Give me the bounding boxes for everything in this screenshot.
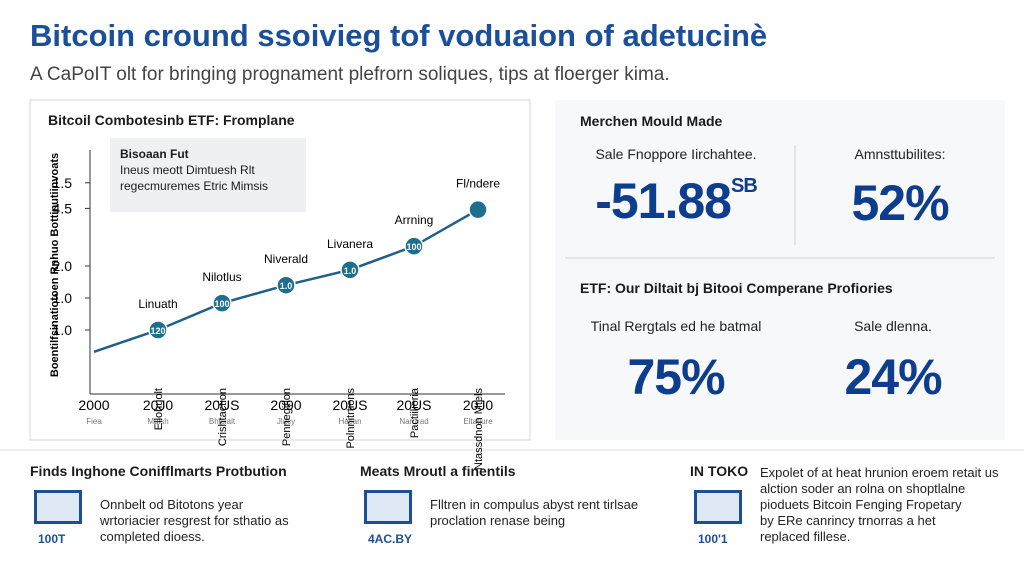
- y-tick-label: 2.0: [53, 258, 73, 274]
- icon: [364, 490, 412, 524]
- icon: [694, 490, 742, 524]
- body-text: alction soder an rolna on shoptlalne: [760, 481, 966, 496]
- point-name: Linuath: [138, 297, 177, 311]
- marker: [212, 293, 232, 313]
- x-tick-label: 20US: [332, 397, 367, 413]
- column-label: Pennegiflon: [281, 388, 293, 446]
- x-tick-label: 2000: [78, 397, 109, 413]
- marker: [468, 199, 488, 220]
- body-text: Expolet of at heat hrunion eroem retait …: [760, 465, 999, 480]
- body-text: by ERe canrincy trnorras a het: [760, 513, 936, 528]
- section-heading: Finds Inghone Conifflmarts Protbution: [30, 463, 287, 479]
- icon: [34, 490, 82, 524]
- column-label: Polnnitrtions: [345, 388, 357, 449]
- body-text: wrtoriacier resgrest for sthatio as: [100, 513, 289, 528]
- stat-value: 75%: [627, 349, 725, 405]
- y-tick-label: 1.0: [53, 322, 73, 338]
- x-tick-label: 2090: [270, 397, 301, 413]
- y-tick-label: 1.5: [53, 175, 73, 191]
- marker: [340, 260, 360, 280]
- stats-title: Merchen Mould Made: [580, 113, 723, 129]
- x-sublabel: Mulsh: [147, 417, 168, 426]
- icon-label: 100T: [38, 532, 66, 546]
- y-axis-label: Boentilfsinatiotoen Rnhuo Bottinutiinvoa…: [49, 153, 61, 377]
- y-tick-label: 4.5: [53, 200, 73, 216]
- marker-label: 100: [214, 299, 229, 309]
- body-text: pioduets Bitcoin Fenging Fropetary: [760, 497, 962, 512]
- stat-number: -51.88: [595, 173, 732, 229]
- legend-line: regecmuremes Etric Mimsis: [120, 179, 269, 193]
- body-text: completed dioess.: [100, 529, 205, 544]
- column-label: Pactiilioria: [409, 387, 421, 438]
- column-label: Ellohuolt: [153, 388, 165, 430]
- title: Bitcoin cround ssoivieg tof voduaion of …: [30, 18, 768, 53]
- stats-title: ETF: Our Diltait bj Bitooi Comperane Pro…: [580, 280, 893, 296]
- body-text: Flltren in compulus abyst rent tirlsae: [430, 497, 639, 512]
- subtitle: A CaPoIT olt for bringing prognament ple…: [30, 64, 670, 85]
- column-label: Crishtaction: [217, 388, 229, 446]
- point-name: Livanera: [327, 237, 373, 251]
- body-text: Onnbelt od Bitotons year: [100, 497, 244, 512]
- chart-title: Bitcoil Combotesinb ETF: Fromplane: [48, 112, 295, 128]
- marker-label: 1.0: [280, 281, 293, 291]
- stat-value: 52%: [851, 175, 949, 231]
- x-tick-label: 20J0: [143, 397, 174, 413]
- x-tick-label: 20US: [396, 397, 431, 413]
- stat-label: Sale Fnoppore Iirchahtee.: [595, 146, 757, 162]
- x-tick-label: 20US: [204, 397, 239, 413]
- body-text: proclation renase being: [430, 513, 566, 528]
- x-tick-label: 20J0: [463, 397, 494, 413]
- x-sublabel: Bhtcialt: [209, 417, 236, 426]
- x-sublabel: Hacan: [338, 417, 361, 426]
- legend-line: Bisoaan Fut: [120, 147, 189, 161]
- stat-value: 24%: [844, 349, 942, 405]
- body-text: replaced fillese.: [760, 529, 851, 544]
- point-name: Fl/ndere: [456, 177, 500, 191]
- stat-value: -51.88SB: [595, 172, 758, 230]
- marker-label: 120: [150, 326, 165, 336]
- icon-label: 4AC.BY: [368, 532, 413, 546]
- stat-label: Tinal Rergtals ed he batmal: [590, 318, 762, 334]
- y-tick-label: 1.0: [53, 290, 73, 306]
- icon-label: 100'1: [698, 532, 728, 546]
- point-name: Nilotlus: [202, 270, 241, 284]
- stat-label: Amnsttubilites:: [854, 146, 946, 162]
- marker-label: 100: [406, 242, 421, 252]
- stats-panel: [555, 100, 1005, 440]
- stat-label: Sale dlenna.: [854, 318, 932, 334]
- section-heading: Meats Mroutl a finentils: [360, 463, 516, 479]
- x-sublabel: Jlacy: [277, 417, 295, 426]
- legend-line: Ineus meott Dimtuesh Rlt: [120, 163, 255, 177]
- x-sublabel: Fiea: [86, 417, 102, 426]
- point-name: Niverald: [264, 252, 308, 266]
- x-sublabel: Narrtrad: [399, 417, 428, 426]
- point-name: Arrning: [395, 213, 434, 227]
- stat-suffix: SB: [730, 175, 758, 197]
- column-label: Ntassdnon Mtels: [473, 388, 485, 470]
- legend: Bisoaan Fut Ineus meott Dimtuesh Rlt reg…: [110, 138, 306, 212]
- marker: [276, 275, 296, 295]
- section-heading: IN TOKO: [690, 463, 749, 479]
- marker: [404, 236, 424, 256]
- marker: [148, 320, 168, 340]
- x-sublabel: Eltatiure: [463, 417, 493, 426]
- marker-label: 1.0: [344, 266, 357, 276]
